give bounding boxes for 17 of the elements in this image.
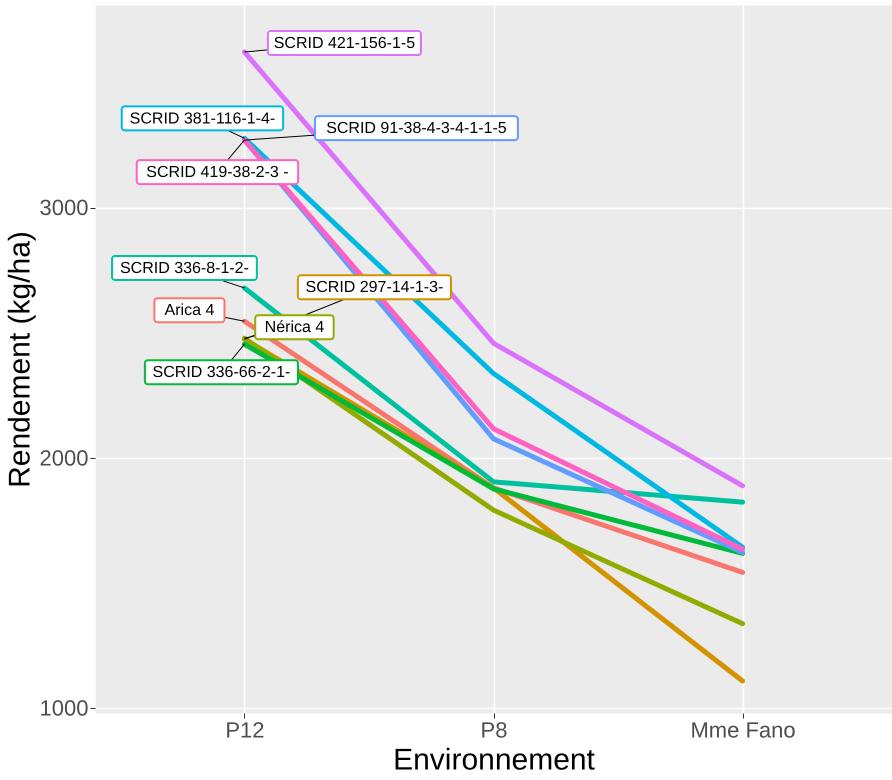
series-label: Nérica 4 — [264, 319, 324, 336]
series-label: Arica 4 — [164, 302, 214, 320]
text: SCRID 297-14-1-3- — [306, 279, 444, 296]
series-label: SCRID 336-8-1-2- — [120, 260, 249, 277]
series-label: SCRID 419-38-2-3 - — [146, 164, 289, 182]
x-tick-label: P8 — [480, 718, 508, 742]
x-tick-label: Mme Fano — [690, 718, 796, 742]
y-tick-label: 3000 — [40, 195, 88, 220]
text: SCRID 91-38-4-3-4-1-1-5 — [326, 120, 507, 138]
y-axis-title: Rendement (kg/ha) — [4, 231, 37, 488]
series-label: SCRID 421-156-1-5 — [274, 35, 416, 52]
y-tick-label: 1000 — [40, 695, 88, 720]
series-label: SCRID 381-116-1-4- — [130, 110, 276, 128]
y-tick-label: 2000 — [40, 445, 88, 470]
x-tick-label: P12 — [225, 718, 265, 742]
series-label: SCRID 336-66-2-1- — [152, 364, 290, 382]
x-axis-title: Environnement — [393, 744, 596, 776]
